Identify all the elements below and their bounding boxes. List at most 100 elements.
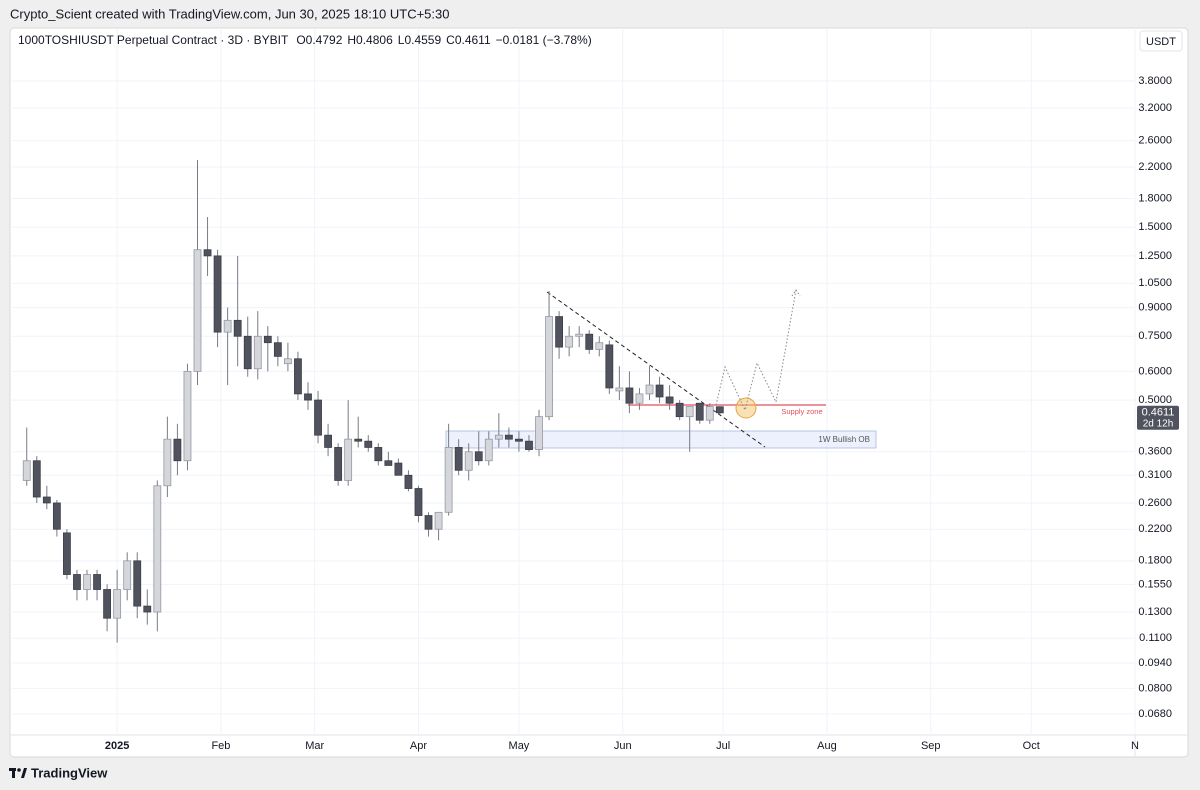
logo-stem [12, 768, 15, 778]
y-tick-label: 0.5000 [1138, 394, 1172, 406]
y-tick-label: 0.1100 [1139, 632, 1172, 644]
ohlc-value: 0.4792 [306, 33, 343, 47]
y-tick-label: 1.8000 [1138, 192, 1172, 204]
candle-body [153, 485, 162, 613]
candle-body [223, 319, 232, 333]
y-tick-label: 0.1800 [1138, 555, 1172, 567]
ohlc-letter: C [446, 33, 455, 47]
price-tag-countdown: 2d 12h [1143, 418, 1174, 429]
candle-body [344, 438, 353, 481]
candle-body [685, 406, 694, 418]
candle-body [695, 402, 704, 421]
y-tick-label: 1.5000 [1138, 221, 1172, 233]
ohlc-value: 0.4806 [356, 33, 393, 47]
candle-body [193, 249, 202, 372]
candle-body [655, 384, 664, 398]
candle-body [595, 342, 604, 350]
candle-body [163, 438, 172, 487]
trendline [546, 291, 766, 448]
candle-body [645, 384, 654, 395]
candle-body [123, 560, 132, 590]
candle-body [705, 406, 714, 421]
y-tick-label: 1.0500 [1138, 277, 1172, 289]
y-tick-label: 0.0940 [1138, 657, 1172, 669]
candle-body [42, 496, 51, 504]
candle-body [213, 255, 222, 333]
candle-body [304, 393, 312, 401]
candle-body [22, 460, 31, 481]
chart-frame [9, 27, 1189, 758]
candle-body [354, 438, 363, 442]
candle-body [73, 574, 81, 590]
y-tick-label: 0.7500 [1138, 330, 1172, 342]
candle-body [263, 335, 272, 344]
candle-body [434, 511, 443, 530]
candle-body [494, 434, 503, 440]
ohlc-value: 0.4559 [404, 33, 441, 47]
y-tick-label: 0.2200 [1138, 523, 1172, 535]
candle-body [565, 335, 574, 348]
candle-body [504, 434, 513, 440]
candle-body [444, 447, 453, 513]
x-tick-label: N [1131, 740, 1139, 752]
candle-body [334, 447, 343, 481]
candle-body [294, 358, 302, 395]
candle-body [625, 387, 634, 404]
logo-dot [17, 768, 21, 772]
y-tick-label: 0.2600 [1138, 497, 1172, 509]
y-tick-label: 0.3600 [1138, 446, 1172, 458]
candle-body [454, 447, 463, 471]
y-tick-label: 0.3100 [1138, 469, 1172, 481]
x-tick-label: May [509, 740, 530, 752]
candle-body [374, 447, 383, 462]
price-tag-box [1137, 405, 1179, 430]
candle-body [83, 574, 91, 590]
candle-body [555, 316, 564, 348]
x-tick-label: Jun [614, 740, 632, 752]
price-tag-value: 0.4611 [1142, 407, 1175, 419]
candle-body [113, 589, 122, 619]
projection-path [715, 289, 797, 412]
candle-body [575, 333, 584, 337]
change: −0.0181 (−3.78%) [496, 33, 592, 47]
supply-label: Supply zone [781, 407, 822, 416]
x-tick-label: Sep [921, 740, 941, 752]
candle-body [324, 434, 332, 448]
candle-body [605, 344, 614, 389]
x-tick-label: Oct [1023, 740, 1040, 752]
candle-body [63, 532, 71, 575]
y-tick-label: 3.8000 [1138, 75, 1172, 87]
candle-body [675, 402, 684, 418]
y-tick-label: 3.2000 [1138, 102, 1172, 114]
candle-body [464, 451, 473, 471]
currency: USDT [1146, 36, 1176, 48]
bullish-ob-label: 1W Bullish OB [818, 435, 870, 444]
drawings: 1W Bullish OB Supply zone [445, 289, 877, 449]
ohlc-letter: H [347, 33, 356, 47]
candle-body [484, 438, 493, 462]
credit: Crypto_Scient created with TradingView.c… [10, 6, 450, 21]
logo-slash [21, 768, 27, 778]
candle-body [394, 462, 403, 476]
ohlc-value: 0.4611 [455, 33, 491, 47]
candle-body [183, 370, 192, 462]
bullish-ob-zone [445, 430, 877, 449]
candle-body [715, 406, 724, 414]
x-tick-label: Aug [817, 740, 837, 752]
candle-body [515, 438, 523, 442]
candle-body [545, 316, 553, 418]
candle-body [615, 387, 624, 392]
candle-body [314, 399, 322, 436]
currency-box [1139, 30, 1183, 52]
candle-body [364, 440, 373, 448]
candle-body [404, 474, 413, 489]
ohlc-letter: L [398, 33, 405, 47]
brand: TradingView [31, 765, 108, 780]
candle-body [635, 393, 644, 404]
candle-body [535, 416, 543, 450]
brand-logo: TradingView [9, 765, 108, 780]
legend: 1000TOSHIUSDT Perpetual Contract · 3D · … [18, 33, 592, 47]
